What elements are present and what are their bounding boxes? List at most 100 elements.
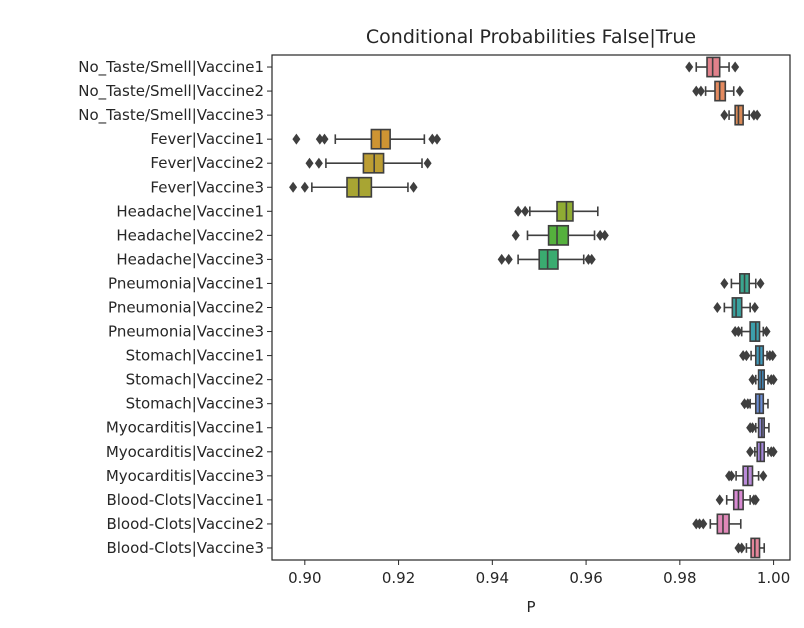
y-tick-label: Pneumonia|Vaccine2 [108, 299, 264, 317]
outlier-point [735, 85, 744, 97]
y-tick-label: Fever|Vaccine3 [150, 178, 264, 196]
box-5 [289, 176, 418, 198]
outlier-point [748, 374, 757, 386]
outlier-point [692, 85, 701, 97]
outlier-point [600, 229, 609, 241]
x-tick-label: 0.90 [288, 569, 321, 587]
box-6 [514, 200, 599, 222]
box-16 [746, 441, 778, 463]
outlier-point [685, 61, 694, 73]
outlier-point [720, 277, 729, 289]
outlier-point [731, 61, 740, 73]
outlier-point [753, 109, 762, 121]
outlier-point [751, 494, 760, 506]
y-tick-label: Pneumonia|Vaccine1 [108, 274, 264, 292]
y-tick-label: Blood-Clots|Vaccine3 [106, 539, 264, 557]
box-2 [720, 104, 762, 126]
outlier-point [292, 133, 301, 145]
y-tick-label: Myocarditis|Vaccine2 [106, 443, 264, 461]
plot-frame [271, 54, 791, 561]
x-tick-label: 0.98 [663, 569, 696, 587]
outlier-point [750, 302, 759, 313]
y-tick-label: Headache|Vaccine2 [116, 226, 264, 244]
outlier-point [314, 157, 323, 169]
y-tick-label: Fever|Vaccine2 [150, 154, 264, 172]
box-15 [746, 417, 770, 439]
outlier-point [769, 374, 778, 386]
box-20 [734, 537, 766, 559]
outlier-point [289, 181, 298, 193]
outlier-point [762, 326, 771, 338]
outlier-point [596, 229, 605, 241]
box-17 [725, 465, 768, 487]
box-iqr [547, 224, 570, 246]
y-tick-label: Myocarditis|Vaccine1 [106, 419, 264, 437]
box-iqr [556, 200, 574, 222]
outlier-point [497, 253, 506, 265]
outlier-point [504, 253, 513, 265]
x-tick-label: 0.96 [569, 569, 602, 587]
chart-title: Conditional Probabilities False|True [366, 26, 696, 48]
outlier-point [742, 350, 751, 362]
x-axis: 0.90 0.92 0.94 0.96 0.98 1.00 [288, 560, 790, 587]
x-tick-label: 0.94 [476, 569, 509, 587]
box-iqr [749, 321, 761, 342]
y-tick-label: Pneumonia|Vaccine3 [108, 323, 264, 341]
box-iqr [731, 297, 743, 318]
outlier-point [409, 181, 418, 193]
outlier-point [514, 205, 523, 217]
outlier-point [759, 470, 768, 482]
box-10 [713, 297, 759, 318]
box-19 [692, 513, 742, 535]
outlier-point [746, 446, 755, 458]
outlier-point [423, 157, 432, 169]
box-8 [497, 248, 596, 270]
outlier-point [511, 229, 520, 241]
outlier-point [768, 350, 777, 362]
y-tick-label: Fever|Vaccine1 [150, 130, 264, 148]
outlier-point [748, 422, 757, 434]
outlier-point [756, 277, 765, 289]
y-tick-label: Stomach|Vaccine1 [126, 347, 264, 365]
outlier-point [727, 470, 736, 482]
box-11 [731, 321, 771, 342]
box-0 [685, 56, 740, 78]
box-18 [715, 489, 760, 511]
y-tick-label: Stomach|Vaccine3 [126, 395, 264, 413]
boxes-group [289, 56, 778, 559]
outlier-point [769, 446, 778, 458]
outlier-point [315, 133, 324, 145]
x-axis-label: P [526, 598, 535, 616]
box-13 [748, 369, 778, 391]
box-iqr [538, 248, 559, 270]
outlier-point [743, 398, 752, 410]
outlier-point [699, 518, 708, 530]
outlier-point [305, 157, 314, 169]
box-9 [720, 273, 765, 294]
y-tick-label: No_Taste/Smell|Vaccine3 [78, 106, 264, 125]
box-7 [511, 224, 609, 246]
outlier-point [320, 133, 329, 145]
box-4 [305, 152, 432, 174]
outlier-point [587, 253, 596, 265]
box-12 [739, 345, 777, 367]
outlier-point [428, 133, 437, 145]
x-tick-label: 1.00 [757, 569, 790, 587]
outlier-point [715, 494, 724, 506]
y-tick-label: Headache|Vaccine1 [116, 202, 264, 220]
y-tick-label: Blood-Clots|Vaccine2 [106, 515, 264, 533]
box-14 [740, 393, 769, 415]
y-tick-labels: No_Taste/Smell|Vaccine1 No_Taste/Smell|Va… [78, 58, 272, 557]
y-tick-label: Myocarditis|Vaccine3 [106, 467, 264, 485]
outlier-point [696, 85, 705, 97]
y-tick-label: Stomach|Vaccine2 [126, 371, 264, 389]
outlier-point [734, 326, 743, 338]
outlier-point [521, 205, 530, 217]
y-tick-label: No_Taste/Smell|Vaccine2 [78, 82, 264, 101]
box-3 [292, 128, 442, 150]
outlier-point [720, 109, 729, 121]
box-1 [692, 80, 744, 102]
y-tick-label: Blood-Clots|Vaccine1 [106, 491, 264, 509]
x-tick-label: 0.92 [382, 569, 415, 587]
